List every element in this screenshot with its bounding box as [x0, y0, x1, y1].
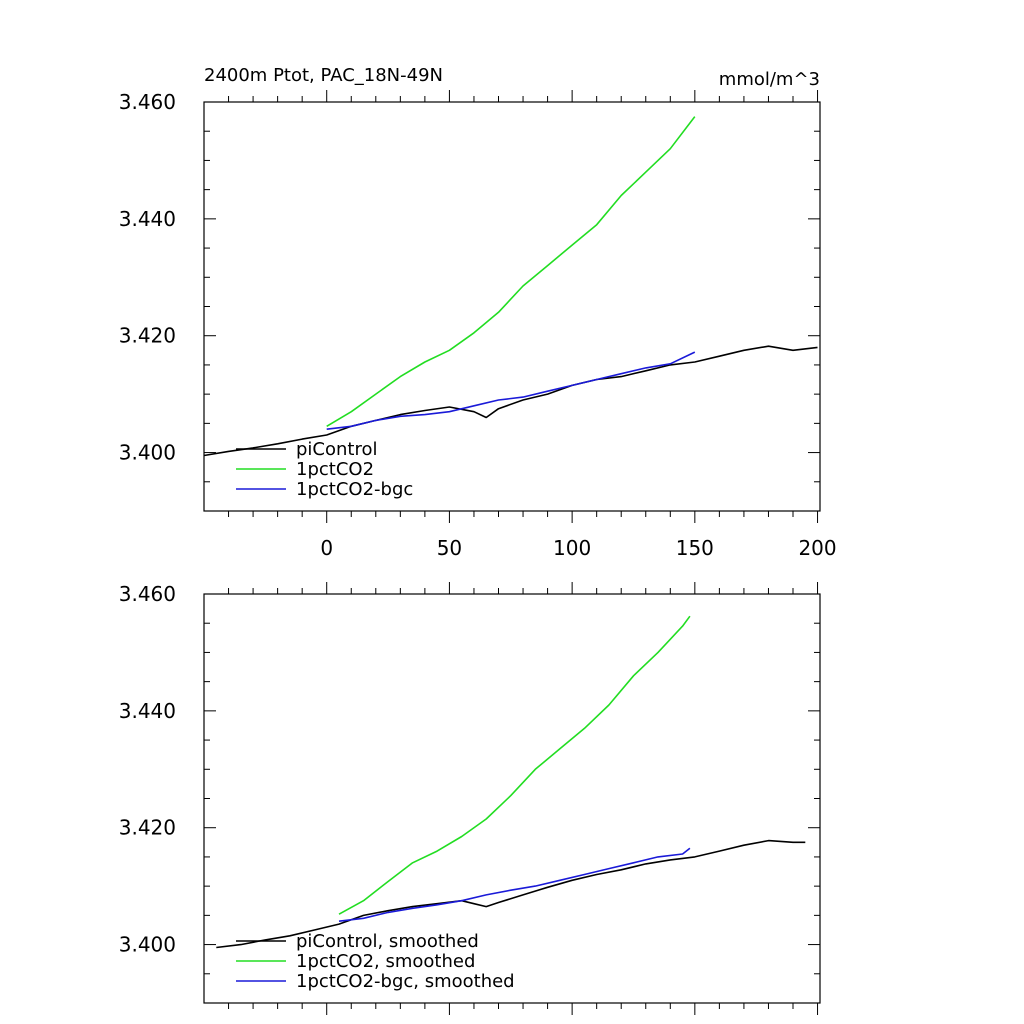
bottom-chart-panel: 3.400 3.420 3.440 3.460 piControl, smoothed… [119, 582, 821, 1015]
chart-title: 2400m Ptot, PAC_18N-49N [204, 65, 443, 86]
y-tick-label: 3.420 [119, 324, 176, 348]
y-tick-labels: 3.400 3.420 3.440 3.460 [119, 582, 176, 957]
y-tick-label: 3.440 [119, 699, 176, 723]
chart-units: mmol/m^3 [719, 69, 820, 90]
series-line-1pctco2 [326, 116, 696, 427]
series-lines [216, 615, 806, 949]
y-tick-labels: 3.400 3.420 3.440 3.460 [119, 90, 176, 465]
series-line-1pctco2-smoothed [338, 615, 691, 915]
legend-label-1pctco2: 1pctCO2 [296, 459, 374, 480]
series-line-picontrol [203, 345, 818, 457]
axis-ticks [204, 90, 820, 523]
series-line-1pctco2-bgc [326, 351, 696, 430]
series-lines [203, 116, 818, 457]
y-tick-label: 3.420 [119, 816, 176, 840]
y-tick-label: 3.440 [119, 207, 176, 231]
x-tick-label: 100 [553, 536, 591, 560]
y-tick-label: 3.400 [119, 441, 176, 465]
x-tick-label: 150 [676, 536, 714, 560]
legend-label-1pctco2-bgc-smoothed: 1pctCO2-bgc, smoothed [296, 971, 515, 992]
legend-label-1pctco2-bgc: 1pctCO2-bgc [296, 479, 413, 500]
top-chart-panel: 2400m Ptot, PAC_18N-49N mmol/m^3 3.4003.… [119, 65, 837, 560]
x-tick-label: 0 [320, 536, 333, 560]
legend-label-picontrol: piControl [296, 439, 378, 460]
axis-ticks [204, 582, 820, 1015]
legend-label-picontrol-smoothed: piControl, smoothed [296, 931, 479, 952]
legend-label-1pctco2-smoothed: 1pctCO2, smoothed [296, 951, 475, 972]
x-tick-labels: 0 50 100 150 200 [320, 536, 836, 560]
y-tick-label: 3.400 [119, 933, 176, 957]
series-line-picontrol-smoothed [216, 839, 806, 949]
x-tick-label: 50 [437, 536, 462, 560]
y-tick-label: 3.460 [119, 582, 176, 606]
y-tick-label: 3.460 [119, 90, 176, 114]
x-tick-label: 200 [798, 536, 836, 560]
series-line-1pctco2-bgc-smoothed [338, 847, 691, 922]
